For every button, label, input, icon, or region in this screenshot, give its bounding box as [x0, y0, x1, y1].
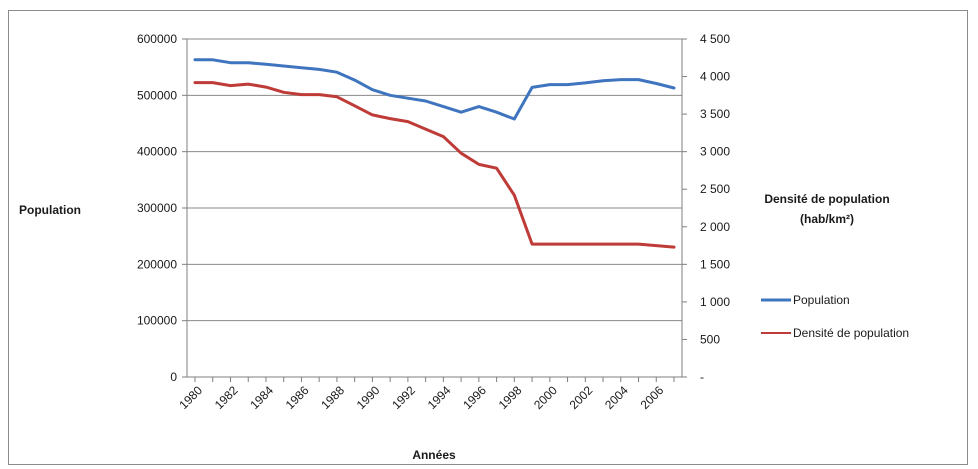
y-tick-label: 500000	[137, 88, 177, 102]
y-tick-label: 0	[170, 370, 177, 384]
y2-tick-label: 3 500	[700, 107, 730, 121]
x-tick-label: 2000	[531, 383, 560, 412]
x-tick-label: 1996	[460, 383, 489, 412]
y2-tick-label: -	[700, 370, 704, 384]
series-lines	[193, 58, 676, 249]
series-line-densite	[193, 81, 676, 249]
y2-tick-label: 4 500	[700, 32, 730, 46]
y-tick-label: 300000	[137, 201, 177, 215]
y2-tick-label: 1 500	[700, 257, 730, 271]
x-tick-label: 1980	[176, 383, 205, 412]
gridlines	[187, 38, 682, 322]
y2-tick-label: 3 000	[700, 145, 730, 159]
tick-labels: 0 100000 200000 300000 400000 500000 600000 - 50…	[137, 32, 730, 412]
y-tick-label: 400000	[137, 145, 177, 159]
y2-tick-label: 1 000	[700, 295, 730, 309]
axes	[182, 38, 687, 382]
legend-label-population: Population	[793, 293, 850, 307]
y2-tick-label: 2 500	[700, 182, 730, 196]
x-axis-title: Années	[412, 448, 456, 462]
x-tick-label: 1992	[389, 383, 418, 412]
series-line-population	[193, 58, 676, 121]
legend-label-densite: Densité de population	[793, 326, 909, 340]
chart-frame: 0 100000 200000 300000 400000 500000 600000 - 50…	[8, 10, 968, 465]
x-tick-label: 2004	[602, 383, 631, 412]
y2-tick-label: 4 000	[700, 70, 730, 84]
y2-tick-label: 2 000	[700, 220, 730, 234]
x-tick-label: 2002	[567, 383, 596, 412]
x-tick-label: 1984	[247, 383, 276, 412]
y2-axis-title-line2: (hab/km²)	[800, 212, 854, 226]
x-tick-label: 1998	[496, 383, 525, 412]
x-tick-label: 1988	[318, 383, 347, 412]
x-tick-label: 2006	[638, 383, 667, 412]
y-tick-label: 200000	[137, 257, 177, 271]
y-tick-label: 100000	[137, 314, 177, 328]
legend: Population Densité de population	[761, 293, 909, 340]
x-tick-label: 1986	[283, 383, 312, 412]
y2-axis-title-line1: Densité de population	[764, 192, 889, 206]
x-tick-label: 1994	[425, 383, 454, 412]
y2-tick-label: 500	[700, 332, 720, 346]
x-tick-label: 1990	[354, 383, 383, 412]
y-axis-title: Population	[19, 203, 81, 217]
x-tick-label: 1982	[212, 383, 241, 412]
line-chart: 0 100000 200000 300000 400000 500000 600000 - 50…	[19, 32, 909, 462]
y-tick-label: 600000	[137, 32, 177, 46]
